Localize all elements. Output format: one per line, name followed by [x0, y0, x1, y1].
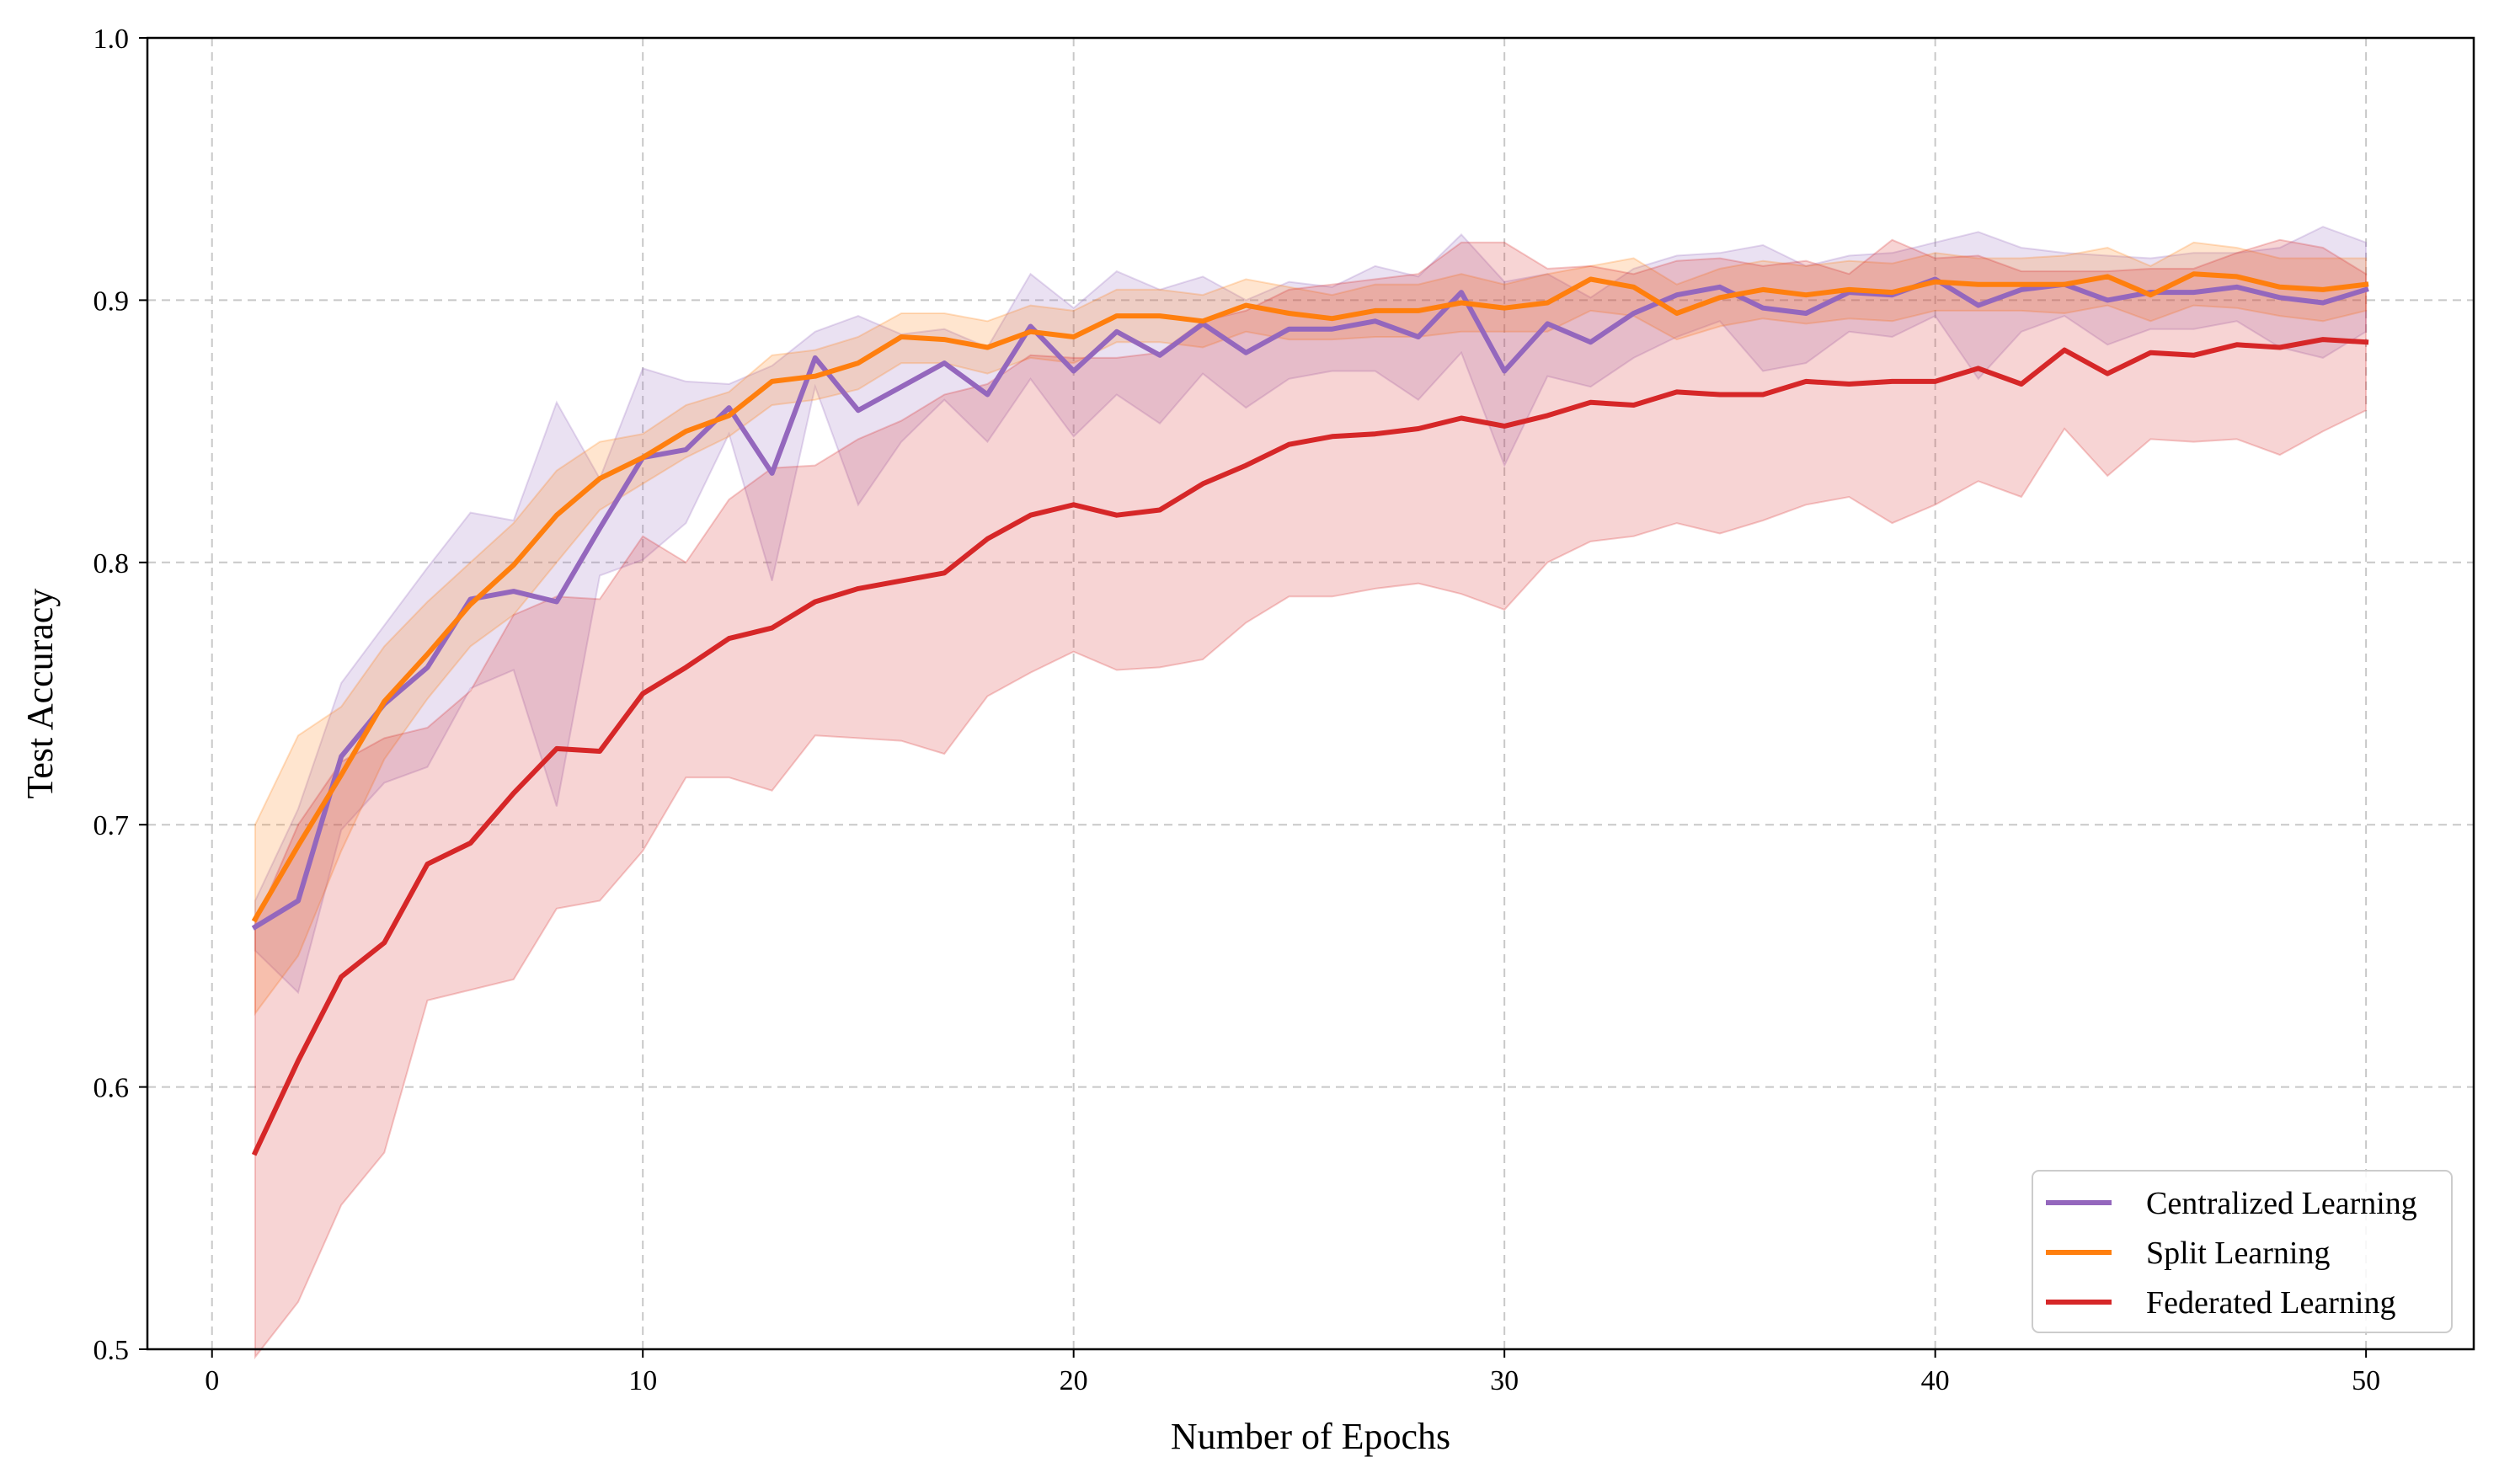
series-lines	[251, 271, 2369, 1156]
x-tick-label-4: 40	[1921, 1365, 1950, 1396]
y-tick-label-3: 0.8	[93, 548, 130, 579]
legend-box	[2032, 1170, 2453, 1333]
y-tick-label-4: 0.9	[93, 286, 130, 317]
x-tick-label-2: 20	[1060, 1365, 1088, 1396]
y-tick-label-2: 0.7	[93, 810, 130, 841]
y-tick-label-5: 1.0	[93, 24, 130, 55]
split-learning-line	[251, 271, 2369, 923]
x-axis-title: Number of Epochs	[1171, 1416, 1450, 1457]
axis-ticks: 0 10 20 30 40 50 0.5 0.6 0.7 0.8 0.9 1.0	[93, 24, 2381, 1396]
x-tick-label-1: 10	[628, 1365, 657, 1396]
centralized-learning-band	[254, 226, 2368, 995]
legend-label-split-learning: Split Learning	[2146, 1236, 2330, 1271]
plot-area-frame	[146, 36, 2475, 1351]
y-axis-title: Test Accuracy	[19, 589, 61, 799]
confidence-bands	[254, 226, 2368, 1360]
y-tick-label-1: 0.6	[93, 1073, 130, 1104]
legend-label-federated-learning: Federated Learning	[2146, 1285, 2395, 1321]
x-tick-label-5: 50	[2352, 1365, 2380, 1396]
split-learning-band	[254, 241, 2368, 1017]
legend: Centralized Learning Split Learning Federa…	[2032, 1170, 2453, 1333]
x-tick-label-0: 0	[205, 1365, 219, 1396]
federated-learning-band	[254, 238, 2368, 1360]
centralized-learning-line	[251, 276, 2369, 931]
legend-label-centralized-learning: Centralized Learning	[2146, 1186, 2417, 1221]
x-tick-label-3: 30	[1490, 1365, 1519, 1396]
y-tick-label-0: 0.5	[93, 1335, 130, 1366]
federated-learning-line	[251, 337, 2369, 1156]
